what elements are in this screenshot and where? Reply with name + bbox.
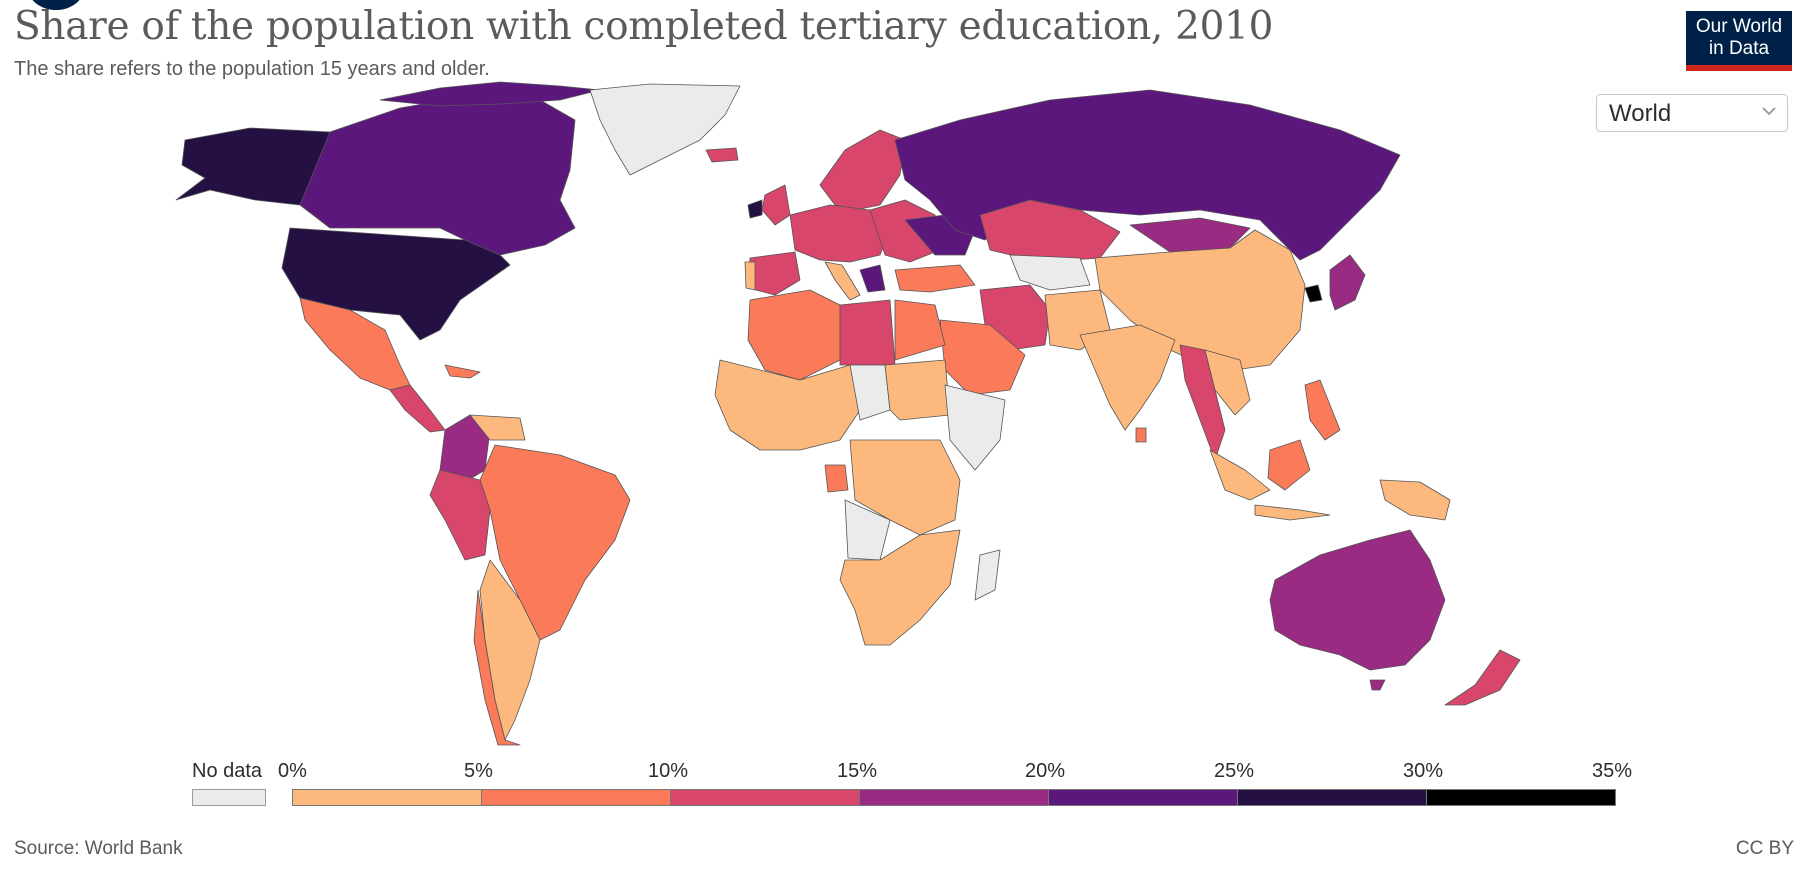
owid-logo-line2: in Data — [1708, 38, 1770, 59]
region-central-america[interactable] — [389, 384, 446, 433]
region-gabon-congo[interactable] — [824, 464, 849, 493]
region-japan[interactable] — [1329, 254, 1366, 311]
region-canada-islands[interactable] — [379, 81, 601, 107]
legend-bin-30-35[interactable] — [1427, 790, 1615, 805]
region-indochina[interactable] — [1204, 349, 1251, 416]
region-caribbean[interactable] — [444, 364, 481, 379]
region-tasmania[interactable] — [1369, 679, 1386, 691]
legend-tick-35: 35% — [1592, 760, 1633, 782]
owid-logo[interactable]: Our World in Data — [1686, 11, 1792, 71]
region-turkey[interactable] — [894, 264, 976, 293]
region-china[interactable] — [1094, 229, 1306, 373]
region-iceland[interactable] — [705, 147, 739, 163]
region-kazakhstan[interactable] — [979, 199, 1121, 263]
license-link[interactable]: CC BY — [1735, 838, 1794, 859]
legend-bin-15-20[interactable] — [860, 790, 1049, 805]
region-south-korea[interactable] — [1304, 284, 1323, 303]
region-australia[interactable] — [1269, 529, 1446, 671]
region-west-africa[interactable] — [714, 359, 861, 451]
legend-no-data-swatch[interactable] — [192, 789, 266, 806]
chart-title: Share of the population with completed t… — [14, 4, 1274, 49]
legend-tick-10: 10% — [648, 760, 689, 782]
chevron-down-icon — [1762, 107, 1776, 116]
region-horn-africa[interactable] — [944, 384, 1006, 471]
region-sudan[interactable] — [884, 359, 951, 421]
region-selector[interactable]: World — [1596, 94, 1788, 132]
region-borneo[interactable] — [1267, 439, 1311, 491]
region-iberia[interactable] — [747, 251, 801, 296]
region-peru[interactable] — [429, 469, 491, 561]
region-indonesia[interactable] — [1209, 449, 1271, 501]
region-libya[interactable] — [839, 299, 896, 366]
region-central-africa[interactable] — [849, 439, 961, 536]
region-india[interactable] — [1079, 324, 1176, 431]
region-western-europe[interactable] — [789, 204, 891, 263]
region-alaska[interactable] — [175, 127, 336, 206]
region-italy[interactable] — [824, 261, 861, 301]
region-north-africa-west[interactable] — [747, 289, 841, 381]
owid-logo-bar — [1686, 65, 1792, 71]
legend-tick-20: 20% — [1025, 760, 1066, 782]
source-note: Source: World Bank — [14, 838, 183, 859]
region-russia[interactable] — [894, 89, 1401, 261]
legend-bin-5-10[interactable] — [482, 790, 671, 805]
region-madagascar[interactable] — [974, 549, 1001, 601]
legend-bin-10-15[interactable] — [671, 790, 860, 805]
legend-tick-25: 25% — [1214, 760, 1255, 782]
legend-bin-0-5[interactable] — [293, 790, 482, 805]
region-uk[interactable] — [761, 184, 791, 226]
region-argentina[interactable] — [479, 559, 541, 741]
world-map — [175, 81, 1521, 746]
region-central-asia[interactable] — [1009, 254, 1091, 291]
region-portugal[interactable] — [744, 261, 756, 291]
region-java[interactable] — [1254, 504, 1331, 521]
legend-tick-30: 30% — [1403, 760, 1444, 782]
region-venezuela[interactable] — [469, 414, 526, 441]
region-greenland[interactable] — [589, 83, 741, 176]
partial-logo-circle — [28, 0, 84, 10]
region-usa[interactable] — [281, 227, 511, 341]
region-mongolia[interactable] — [1129, 217, 1251, 253]
region-chile[interactable] — [473, 589, 521, 746]
region-selector-value: World — [1609, 100, 1672, 127]
region-philippines[interactable] — [1304, 379, 1341, 441]
region-southern-africa[interactable] — [839, 529, 961, 646]
region-new-zealand[interactable] — [1444, 649, 1521, 706]
region-ireland[interactable] — [747, 199, 763, 219]
region-scandinavia[interactable] — [819, 129, 906, 211]
owid-logo-line1: Our World — [1695, 16, 1783, 37]
region-greece[interactable] — [859, 264, 886, 293]
legend-bin-25-30[interactable] — [1238, 790, 1427, 805]
legend-tick-0: 0% — [278, 760, 307, 782]
legend-bin-20-25[interactable] — [1049, 790, 1238, 805]
legend-color-bar — [292, 789, 1616, 806]
legend-no-data-label: No data — [192, 760, 263, 782]
region-new-guinea[interactable] — [1379, 479, 1451, 521]
chart-subtitle: The share refers to the population 15 ye… — [14, 58, 490, 80]
region-egypt[interactable] — [894, 299, 946, 361]
legend-tick-15: 15% — [837, 760, 878, 782]
region-sri-lanka[interactable] — [1135, 427, 1147, 443]
legend-tick-5: 5% — [464, 760, 493, 782]
